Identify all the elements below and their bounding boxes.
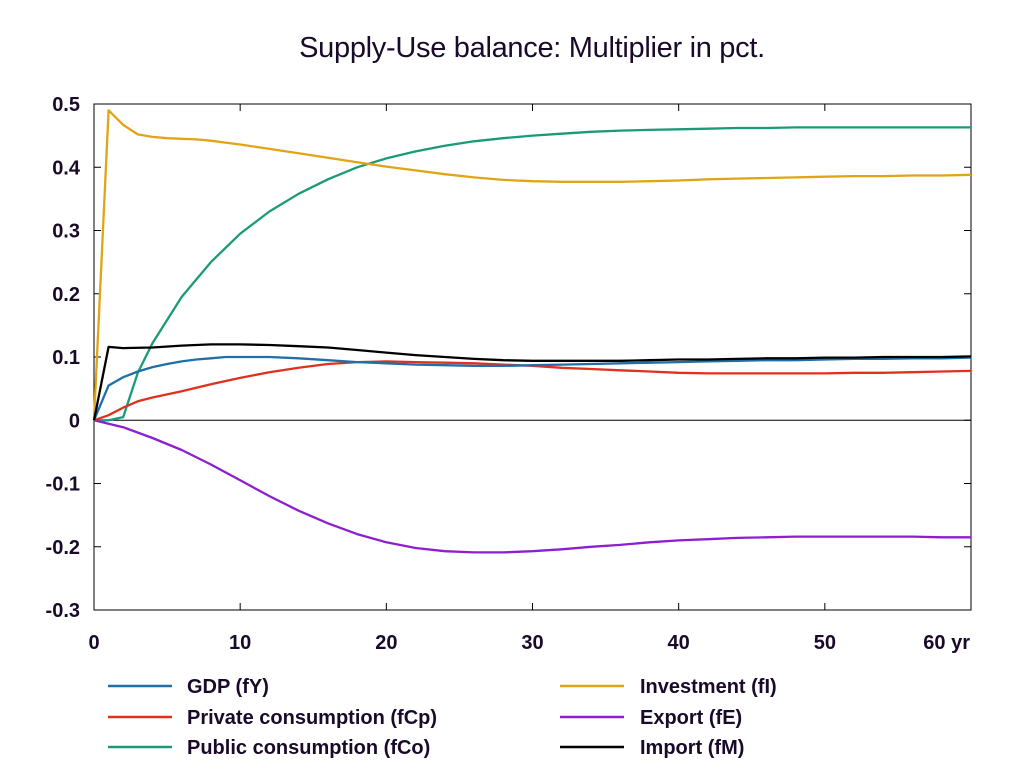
legend-label: Import (fM)	[640, 737, 744, 759]
y-tick-label: 0.1	[52, 347, 80, 369]
x-tick-label: 30	[521, 632, 543, 654]
y-tick-label: -0.2	[46, 537, 80, 559]
series-line	[92, 109, 972, 421]
legend-label: Public consumption (fCo)	[187, 737, 430, 759]
chart-title: Supply-Use balance: Multiplier in pct.	[299, 32, 765, 64]
x-tick-label: 50	[814, 632, 836, 654]
legend-label: GDP (fY)	[187, 676, 269, 698]
x-tick-label: 60 yr	[923, 632, 970, 654]
series-lines	[92, 109, 972, 554]
x-tick-label: 40	[668, 632, 690, 654]
y-tick-label: -0.1	[46, 474, 80, 496]
legend-label: Export (fE)	[640, 707, 742, 729]
series-line	[94, 126, 971, 422]
series-line	[93, 360, 972, 422]
y-tick-label: 0	[69, 410, 80, 432]
series-line	[93, 419, 971, 554]
legend: GDP (fY) Investment (fI) Private consumpti…	[108, 676, 777, 759]
y-tick-label: 0.5	[52, 94, 80, 116]
x-tick-label: 20	[375, 632, 397, 654]
legend-label: Private consumption (fCp)	[187, 707, 437, 729]
x-tick-label: 10	[229, 632, 251, 654]
x-tick-label: 0	[88, 632, 99, 654]
y-tick-label: 0.3	[52, 221, 80, 243]
axes: -0.3 -0.2 -0.1 0 0.1 0.2 0.3 0.4 0.5 0 10 20 30 40 50 6…	[46, 94, 972, 654]
y-tick-label: 0.2	[52, 284, 80, 306]
series-line	[92, 355, 972, 421]
legend-label: Investment (fI)	[640, 676, 777, 698]
y-tick-label: -0.3	[46, 600, 80, 622]
series-line	[92, 343, 972, 421]
y-tick-label: 0.4	[52, 157, 81, 179]
